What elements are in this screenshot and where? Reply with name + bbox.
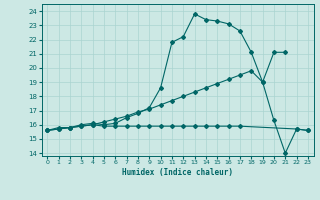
X-axis label: Humidex (Indice chaleur): Humidex (Indice chaleur) — [122, 168, 233, 177]
